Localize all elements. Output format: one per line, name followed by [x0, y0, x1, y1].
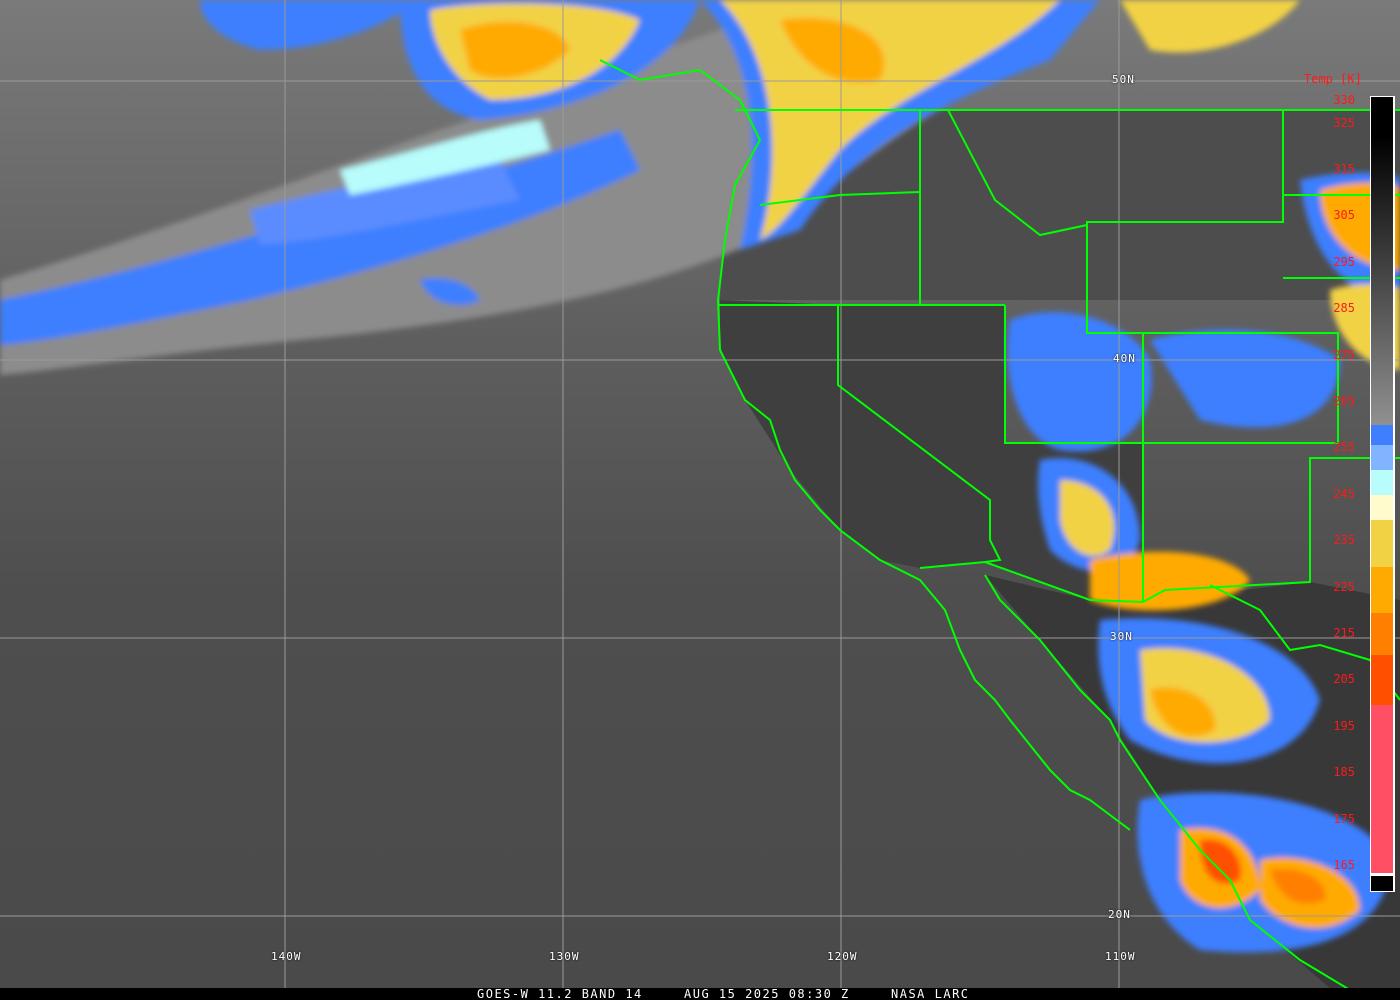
- colorbar-tick-label: 255: [1333, 440, 1355, 455]
- lat-label-40n: 40N: [1113, 352, 1136, 365]
- source-label: NASA LARC: [891, 987, 970, 1000]
- colorbar-tick-label: 235: [1333, 533, 1355, 548]
- lat-label-50n: 50N: [1112, 73, 1135, 86]
- lon-label-120w: 120W: [827, 950, 858, 963]
- colorbar-tick-label: 315: [1333, 162, 1355, 176]
- land-northwest-us: [720, 110, 1400, 300]
- lon-label-130w: 130W: [549, 950, 580, 963]
- colorbar-tick-label: 215: [1333, 626, 1355, 640]
- colorbar-tick-label: 285: [1333, 301, 1355, 316]
- colorbar-tick-label: 165: [1333, 858, 1355, 872]
- colorbar-tick-label: 175: [1333, 811, 1355, 826]
- cloud-band: [0, 0, 1300, 375]
- colorbar-tick-label: 275: [1333, 347, 1355, 362]
- colorbar-tick-label: 265: [1333, 394, 1355, 408]
- colorbar-tick-label: 225: [1333, 579, 1355, 594]
- datetime-label: AUG 15 2025 08:30 Z: [684, 987, 850, 1000]
- colorbar-tick-label: 205: [1333, 672, 1355, 687]
- colorbar-tick-label: 195: [1333, 718, 1355, 733]
- land-southwest-us: [720, 300, 1143, 602]
- lon-label-140w: 140W: [271, 950, 302, 963]
- footer-bar: GOES-W 11.2 BAND 14 AUG 15 2025 08:30 Z …: [0, 987, 1400, 1000]
- colorbar-title: Temp [K]: [1304, 72, 1362, 86]
- colorbar-tick-label: 295: [1333, 254, 1355, 269]
- colorbar-tick-label: 245: [1333, 486, 1355, 501]
- colorbar-tick-label: 325: [1333, 116, 1355, 130]
- temperature-colorbar: [1370, 96, 1395, 892]
- lat-label-30n: 30N: [1110, 630, 1133, 643]
- satellite-band-label: GOES-W 11.2 BAND 14: [477, 987, 643, 1000]
- colorbar-tick-label: 185: [1333, 765, 1355, 780]
- colorbar-tick-label: 305: [1333, 208, 1355, 223]
- lon-label-110w: 110W: [1105, 950, 1136, 963]
- political-borders: [599, 59, 1400, 988]
- colorbar-tick-label: 330: [1333, 93, 1355, 107]
- lat-label-20n: 20N: [1108, 908, 1131, 921]
